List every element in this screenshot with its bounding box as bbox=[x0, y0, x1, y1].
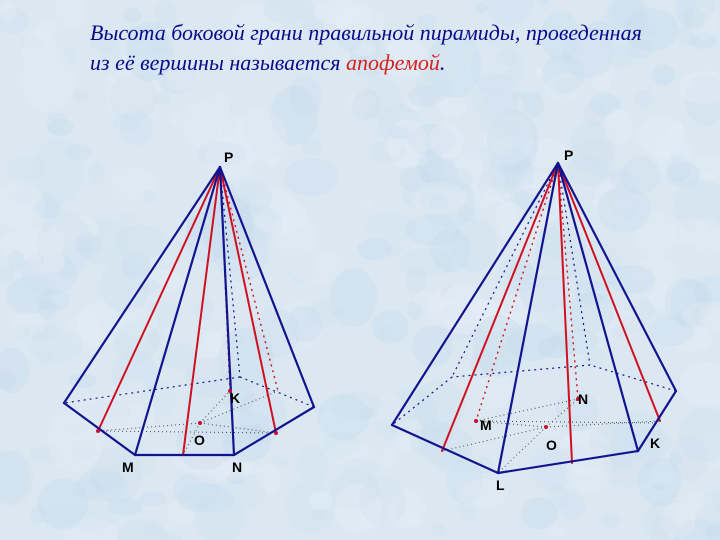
vertex-label-K: K bbox=[230, 390, 240, 406]
heading-term: апофемой bbox=[346, 50, 440, 75]
vertex-label-O: O bbox=[194, 432, 205, 448]
vertex-label-N: N bbox=[578, 391, 588, 407]
vertex-label-M: M bbox=[480, 417, 492, 433]
vertex-label-M: M bbox=[122, 459, 134, 475]
heading-text: Высота боковой грани правильной пирамиды… bbox=[90, 18, 660, 77]
vertex-label-N: N bbox=[232, 459, 242, 475]
vertex-label-P: P bbox=[224, 149, 233, 165]
figure-pentagonal-pyramid: PMNOK bbox=[50, 155, 350, 475]
vertex-label-O: O bbox=[546, 437, 557, 453]
heading-part3: . bbox=[440, 50, 446, 75]
vertex-label-L: L bbox=[496, 477, 505, 493]
figure-1-svg bbox=[50, 155, 350, 475]
vertex-label-P: P bbox=[564, 147, 573, 163]
vertex-label-K: K bbox=[650, 435, 660, 451]
figure-hexagonal-pyramid: PMNOLK bbox=[380, 155, 700, 485]
